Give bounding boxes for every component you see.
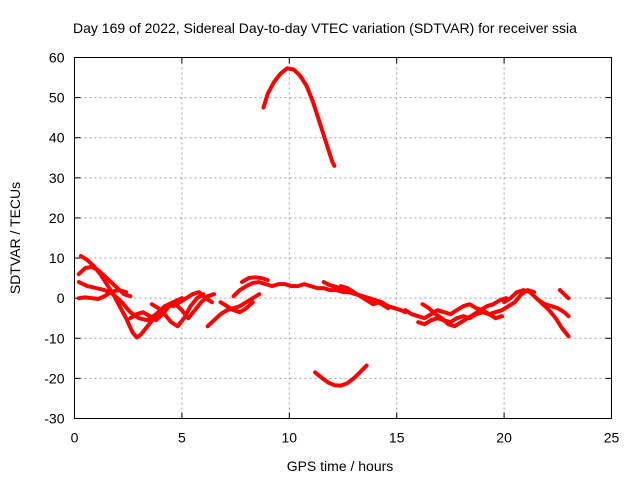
y-tick-labels: -30 -20 -10 0 10 20 30 40 50 60 xyxy=(44,50,64,427)
y-tick-label: -30 xyxy=(44,411,64,427)
series-group xyxy=(76,66,571,388)
y-tick-label: -20 xyxy=(44,370,64,386)
series-line-arc-k xyxy=(240,275,270,285)
x-tick-label: 10 xyxy=(282,430,298,446)
x-tick-label: 0 xyxy=(71,430,79,446)
series-line-arc-c xyxy=(76,280,184,323)
axis-ticks xyxy=(74,57,612,419)
y-tick-label: 60 xyxy=(49,50,65,66)
x-tick-labels: 0 5 10 15 20 25 xyxy=(71,430,620,446)
series-line-arc-r xyxy=(536,298,571,319)
y-tick-label: 50 xyxy=(49,90,65,106)
x-axis-label: GPS time / hours xyxy=(287,458,394,474)
series-line-arc-s xyxy=(557,288,571,301)
series-line-arc-g xyxy=(171,290,214,309)
series-line-arc-i xyxy=(218,300,255,315)
grid xyxy=(74,57,612,419)
x-tick-label: 25 xyxy=(604,430,620,446)
series-line-arc-p xyxy=(420,296,509,329)
series-line-arc-j xyxy=(231,280,408,315)
series-line-arc-low xyxy=(313,363,369,388)
x-tick-label: 15 xyxy=(389,430,405,446)
y-tick-label: 0 xyxy=(57,290,65,306)
series-line-arc-f xyxy=(149,292,206,329)
series-line-arc-o xyxy=(416,310,504,327)
y-tick-label: 40 xyxy=(49,130,65,146)
series-line-arc-q xyxy=(502,288,571,339)
series-line-arc-d xyxy=(76,288,129,301)
y-tick-label: 10 xyxy=(49,250,65,266)
series-line-arc-m xyxy=(338,284,382,307)
y-axis-label: SDTVAR / TECUs xyxy=(7,182,23,294)
x-tick-label: 5 xyxy=(178,430,186,446)
y-tick-label: 20 xyxy=(49,210,65,226)
y-tick-label: -10 xyxy=(44,330,64,346)
y-tick-label: 30 xyxy=(49,170,65,186)
plot-frame xyxy=(74,57,612,419)
series-line-arc-high xyxy=(261,66,337,168)
series-line-arc-n xyxy=(403,288,537,321)
x-tick-label: 20 xyxy=(496,430,512,446)
chart-title: Day 169 of 2022, Sidereal Day-to-day VTE… xyxy=(73,20,577,36)
